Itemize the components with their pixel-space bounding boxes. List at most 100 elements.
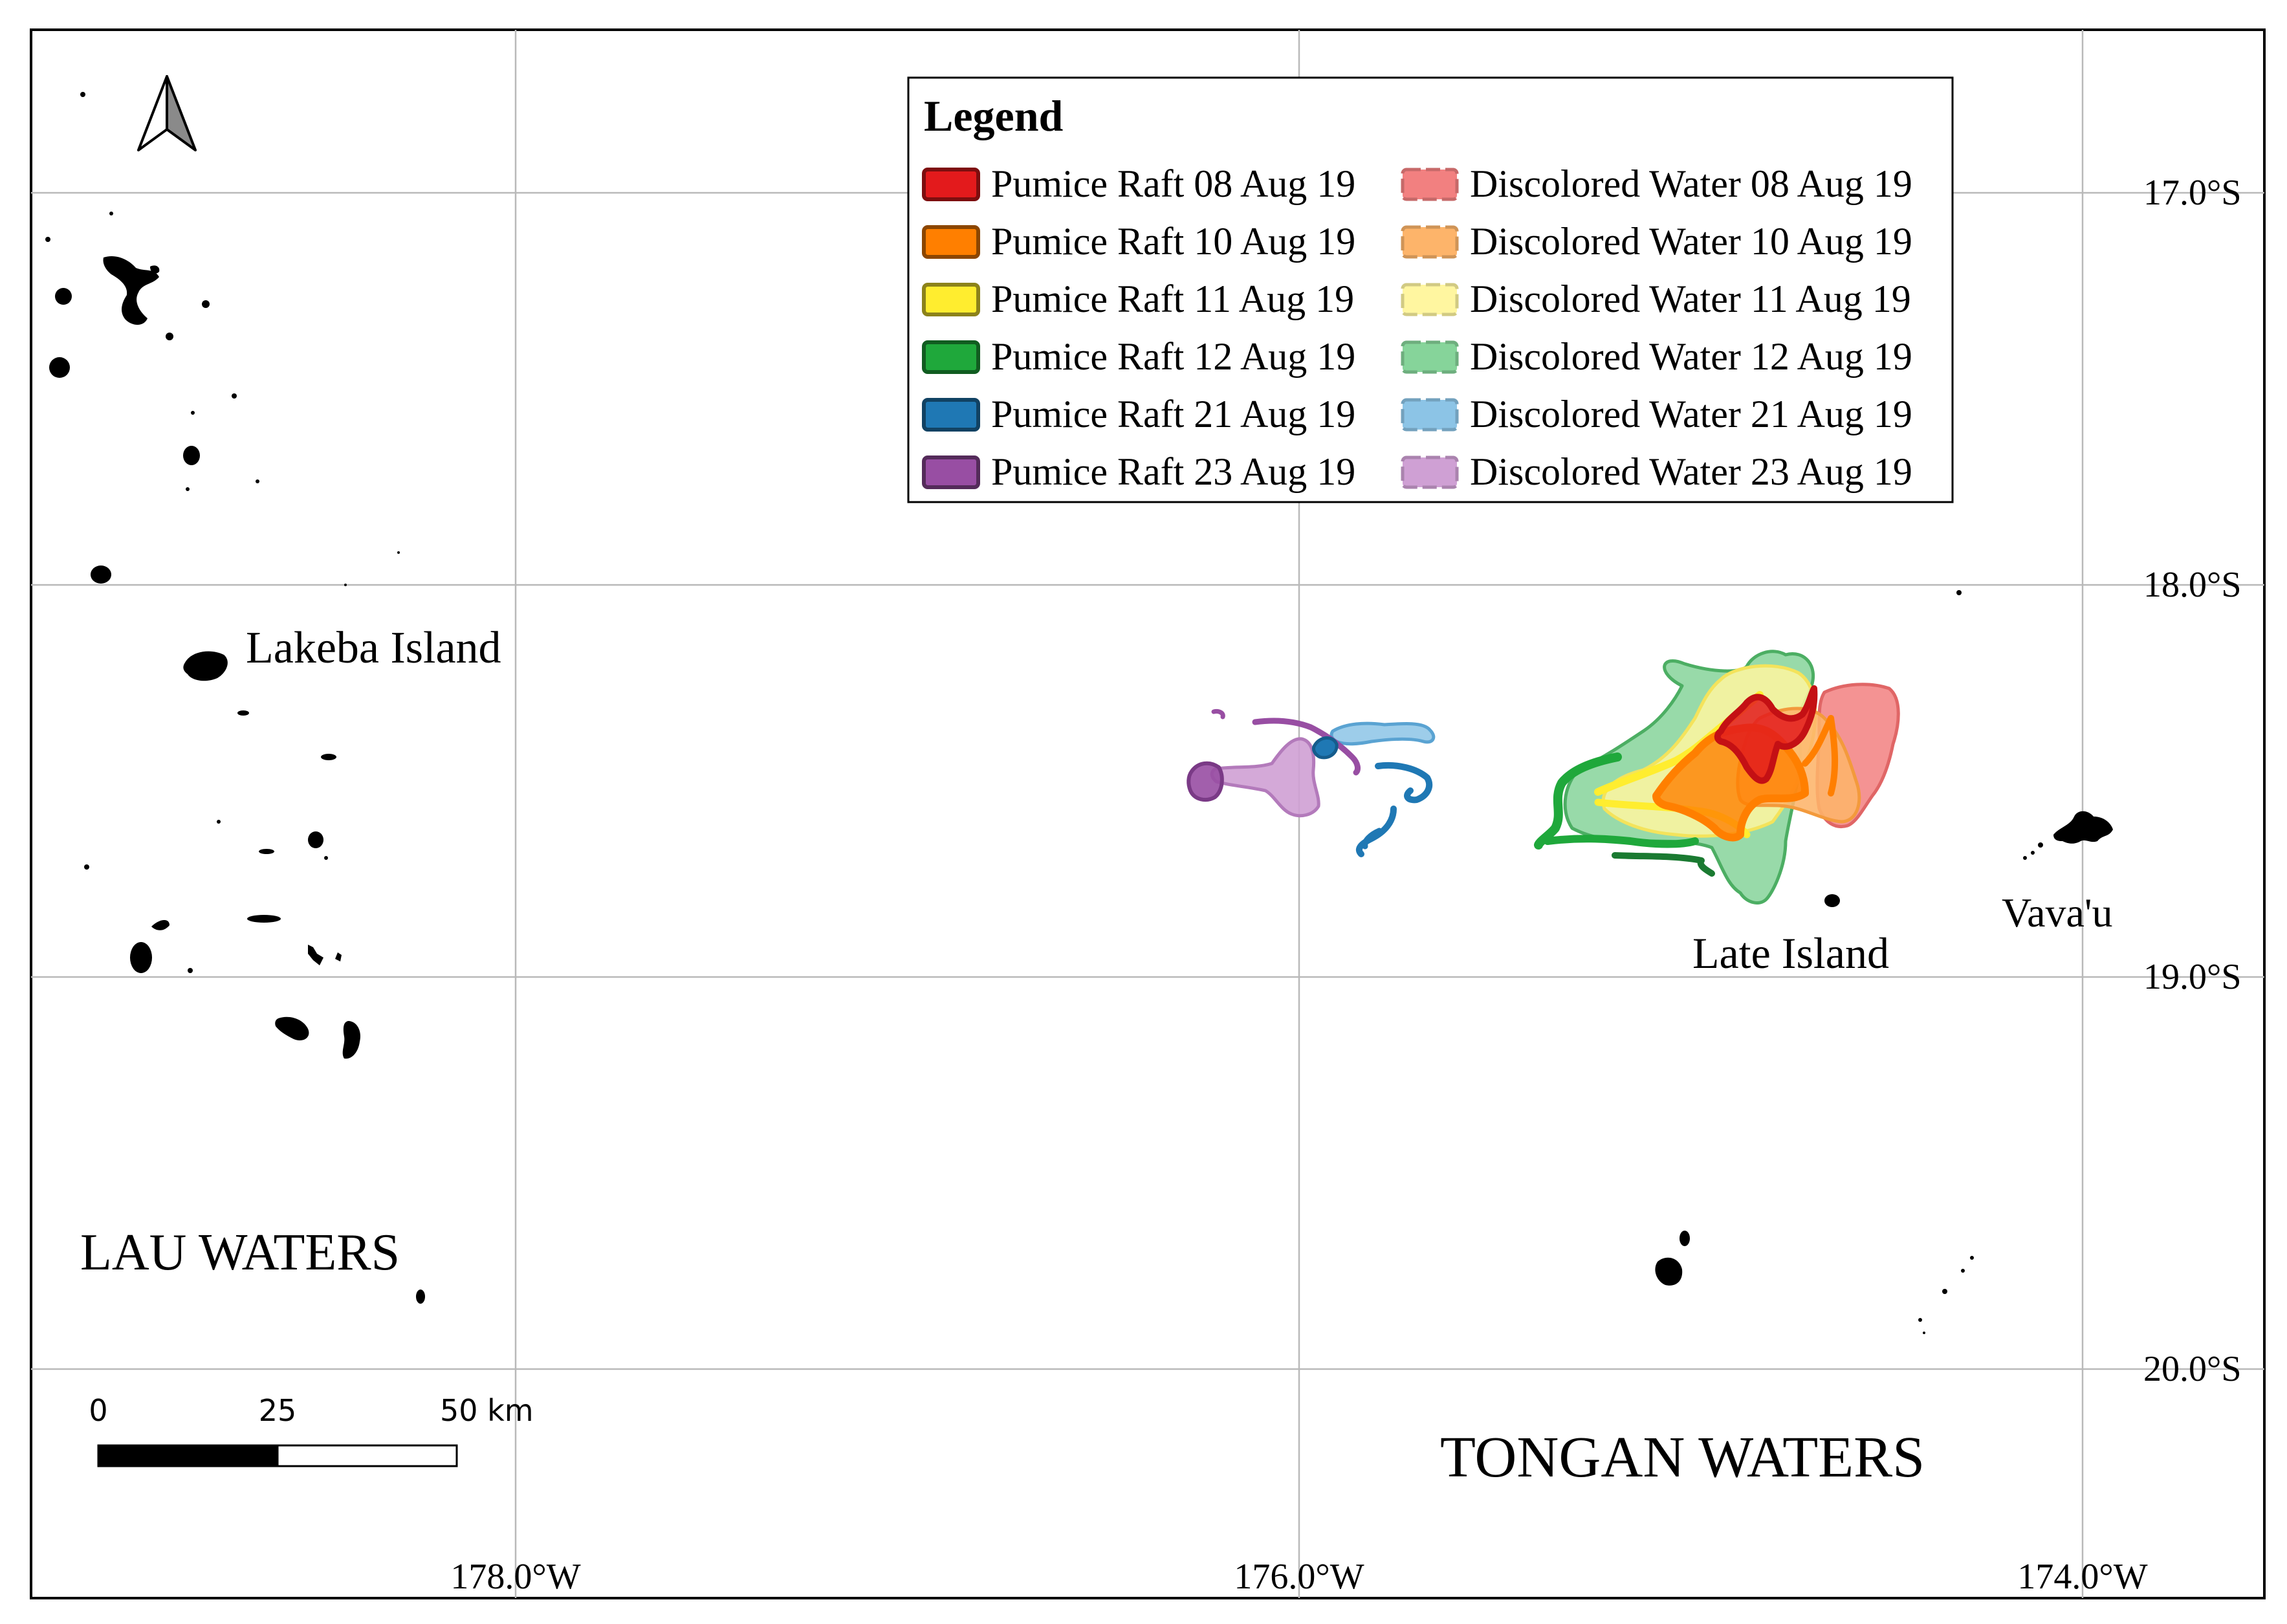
island: [186, 487, 190, 491]
island: [259, 849, 274, 854]
legend-swatch: [922, 455, 980, 489]
legend-label: Discolored Water 12 Aug 19: [1470, 335, 1912, 378]
island: [1918, 1318, 1922, 1322]
pumice-raft-10-aug: [1802, 715, 1839, 796]
island: [397, 551, 400, 554]
scale-bar-label-0: 0: [89, 1393, 107, 1428]
island: [166, 333, 173, 340]
island: [1970, 1256, 1974, 1260]
legend-swatch: [922, 283, 980, 316]
late-island-shape: [1824, 894, 1840, 907]
island: [1956, 590, 1962, 595]
island: [1655, 1257, 1683, 1286]
legend-swatch: [1401, 455, 1459, 489]
island: [416, 1289, 425, 1304]
lon-label-176: 176.0°W: [1234, 1557, 1364, 1597]
tongan-islands: [1655, 590, 2113, 1334]
legend-swatch: [922, 340, 980, 374]
island: [55, 288, 72, 305]
pumice-raft-08-aug: [1714, 685, 1818, 784]
island: [1680, 1231, 1690, 1246]
island: [84, 864, 89, 870]
lakeba-island-shape: [183, 651, 228, 681]
island: [103, 256, 159, 325]
island: [275, 1016, 309, 1041]
island: [321, 754, 336, 760]
lakeba-island-label: Lakeba Island: [246, 623, 501, 673]
scale-bar-segment-dark: [97, 1444, 279, 1467]
legend-label: Discolored Water 23 Aug 19: [1470, 450, 1912, 493]
island: [2038, 842, 2043, 848]
pumice-raft-12-aug: [1544, 835, 1699, 848]
legend-swatch: [922, 225, 980, 259]
island: [1961, 1269, 1965, 1273]
island: [183, 446, 200, 465]
island: [308, 945, 342, 965]
island: [188, 968, 193, 973]
legend-swatch: [1401, 340, 1459, 374]
discolored-water-23-aug: [1210, 737, 1320, 818]
legend-label: Pumice Raft 12 Aug 19: [991, 335, 1355, 378]
island: [1942, 1289, 1947, 1294]
island: [2031, 851, 2035, 855]
island: [217, 820, 221, 824]
north-arrow-icon: [137, 75, 197, 151]
scale-bar: 0 25 50 km: [89, 1393, 534, 1467]
late-island-label: Late Island: [1692, 928, 1889, 978]
legend-swatch: [1401, 168, 1459, 201]
legend-label: Discolored Water 21 Aug 19: [1470, 393, 1912, 435]
legend-label: Discolored Water 10 Aug 19: [1470, 220, 1912, 263]
lon-label-178: 178.0°W: [450, 1557, 580, 1597]
island: [344, 584, 347, 586]
island: [1923, 1332, 1925, 1334]
island: [237, 710, 249, 716]
pumice-raft-21-aug: [1362, 828, 1383, 850]
island: [342, 1021, 361, 1059]
legend-title: Legend: [924, 91, 1064, 140]
island: [151, 919, 170, 930]
legend-swatch: [1401, 398, 1459, 432]
lat-label-20: 20.0°S: [2143, 1349, 2242, 1389]
legend-label: Pumice Raft 11 Aug 19: [991, 278, 1354, 320]
island: [2023, 856, 2027, 860]
lon-label-174: 174.0°W: [2017, 1557, 2147, 1597]
pumice-raft-12-aug: [1612, 852, 1715, 877]
island: [45, 237, 50, 242]
pumice-raft-21-aug: [1311, 736, 1339, 760]
island: [256, 479, 259, 483]
discolored-water-21-aug: [1330, 721, 1436, 746]
island: [247, 915, 281, 923]
vavau-island-shape: [2053, 811, 2113, 844]
island: [49, 357, 70, 378]
legend-swatch: [1401, 283, 1459, 316]
pumice-raft-12-aug: [1534, 752, 1622, 850]
legend-label: Pumice Raft 21 Aug 19: [991, 393, 1355, 435]
island: [109, 212, 113, 215]
pumice-raft-23-aug: [1187, 761, 1224, 802]
legend-swatch: [922, 398, 980, 432]
island: [91, 565, 111, 584]
legend-label: Discolored Water 08 Aug 19: [1470, 162, 1912, 205]
legend-label: Pumice Raft 08 Aug 19: [991, 162, 1355, 205]
legend-label: Pumice Raft 10 Aug 19: [991, 220, 1355, 263]
legend-label: Discolored Water 11 Aug 19: [1470, 278, 1911, 320]
legend-items: Pumice Raft 08 Aug 19 Pumice Raft 10 Aug …: [922, 162, 1912, 493]
island: [324, 856, 328, 860]
island: [232, 393, 237, 399]
legend-swatch: [1401, 225, 1459, 259]
lat-label-19: 19.0°S: [2143, 957, 2242, 997]
legend-swatch: [922, 168, 980, 201]
island: [191, 411, 195, 415]
pumice-raft-23-aug: [1211, 709, 1225, 719]
scale-bar-label-25: 25: [259, 1393, 297, 1428]
pumice-raft-21-aug: [1375, 762, 1433, 804]
lat-label-18: 18.0°S: [2143, 565, 2242, 605]
tongan-waters-label: TONGAN WATERS: [1440, 1425, 1925, 1489]
island: [150, 265, 160, 274]
lau-islands: [45, 92, 425, 1304]
island: [202, 300, 210, 308]
scale-bar-segment-light: [276, 1444, 458, 1467]
lat-label-17: 17.0°S: [2143, 173, 2242, 213]
